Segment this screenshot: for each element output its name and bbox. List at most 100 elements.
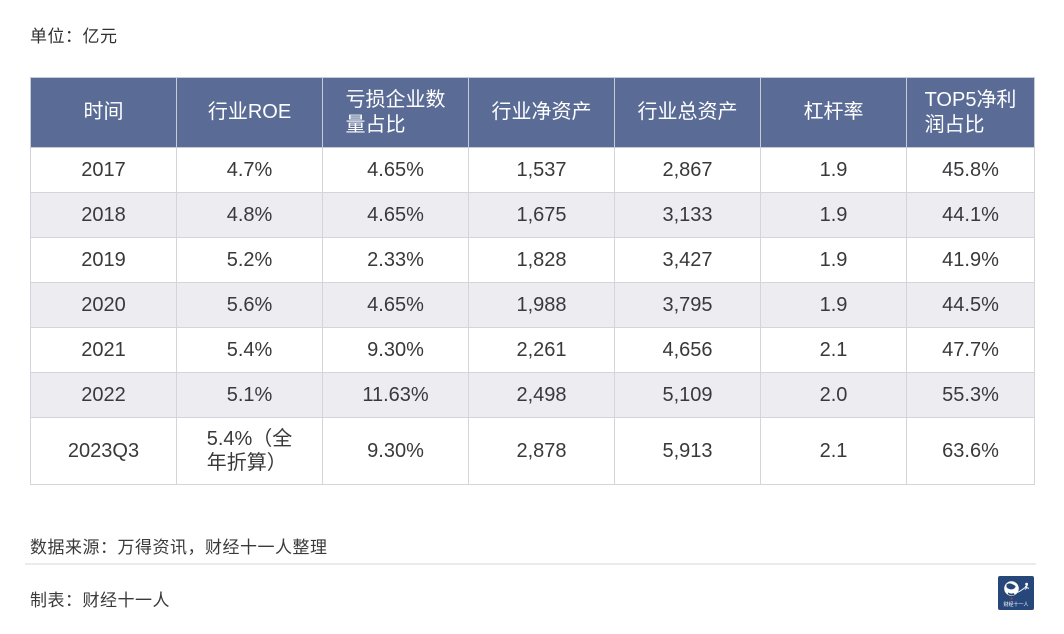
cell-net-assets: 1,828 (468, 237, 615, 283)
cell-net-assets: 2,498 (468, 372, 615, 418)
cell-text: 2018 (81, 203, 126, 226)
col-header-top5-profit-share: TOP5净利 润占比 (906, 77, 1035, 148)
cell-text: 4.7% (226, 158, 273, 181)
col-header-industry-roe: 行业ROE (176, 77, 323, 148)
cell-roe: 4.8% (176, 192, 323, 238)
logo-text: 财经十一人 (1003, 601, 1028, 608)
cell-year: 2019 (30, 237, 177, 283)
cell-top5-share: 44.1% (906, 192, 1035, 238)
cell-text: 2.0 (819, 383, 848, 406)
credit-note: 制表：财经十一人 (30, 591, 170, 610)
cell-text: 3,795 (662, 293, 713, 316)
col-header-net-assets: 行业净资产 (468, 77, 615, 148)
cell-text: 2.1 (819, 338, 848, 361)
cell-loss-ratio: 4.65% (322, 192, 469, 238)
cell-text: 2,867 (662, 158, 713, 181)
cell-roe: 4.7% (176, 147, 323, 193)
cell-top5-share: 41.9% (906, 237, 1035, 283)
cell-top5-share: 63.6% (906, 417, 1035, 485)
col-header-time: 时间 (30, 77, 177, 148)
cell-total-assets: 3,427 (614, 237, 761, 283)
cell-roe: 5.4% (176, 327, 323, 373)
cell-roe: 5.1% (176, 372, 323, 418)
cell-text: 44.1% (942, 203, 999, 226)
cell-total-assets: 2,867 (614, 147, 761, 193)
cell-total-assets: 3,133 (614, 192, 761, 238)
cell-text: 11.63% (362, 383, 429, 406)
cell-total-assets: 5,109 (614, 372, 761, 418)
cell-text: 4,656 (662, 338, 713, 361)
cell-year: 2020 (30, 282, 177, 328)
cell-loss-ratio: 2.33% (322, 237, 469, 283)
publisher-logo: 财经十一人 (998, 576, 1034, 610)
cell-top5-share: 45.8% (906, 147, 1035, 193)
table-row-2017: 2017 4.7% 4.65% 1,537 2,867 1.9 45.8% (30, 147, 1035, 193)
header-row: 时间 行业ROE 亏损企业数 量占比 行业净资产 行业总资产 杠杆率 TOP5净… (30, 77, 1035, 148)
cell-text: 5.6% (226, 293, 273, 316)
cell-roe: 5.6% (176, 282, 323, 328)
cell-text: 44.5% (942, 293, 999, 316)
cell-text: 2.1 (819, 439, 848, 462)
cell-leverage: 1.9 (760, 237, 907, 283)
cell-text: 4.65% (367, 203, 424, 226)
cell-text: 2021 (81, 338, 126, 361)
cell-total-assets: 4,656 (614, 327, 761, 373)
unit-label: 单位：亿元 (30, 27, 118, 46)
cell-text: 41.9% (942, 248, 999, 271)
cell-net-assets: 1,675 (468, 192, 615, 238)
header-text: TOP5净利 润占比 (924, 89, 1017, 136)
cell-text: 63.6% (942, 439, 999, 462)
header-text: 杠杆率 (803, 101, 864, 124)
cell-text: 47.7% (942, 338, 999, 361)
cell-text: 4.65% (367, 293, 424, 316)
cell-total-assets: 5,913 (614, 417, 761, 485)
cell-text: 5,109 (662, 383, 713, 406)
cell-text: 9.30% (367, 439, 424, 462)
footer-divider (25, 563, 1036, 565)
cell-text: 1.9 (819, 203, 848, 226)
header-text: 时间 (83, 101, 124, 124)
cell-text: 3,133 (662, 203, 713, 226)
col-header-loss-company-ratio: 亏损企业数 量占比 (322, 77, 469, 148)
globe-runner-logo-icon: 财经十一人 (998, 576, 1034, 610)
industry-data-table: 时间 行业ROE 亏损企业数 量占比 行业净资产 行业总资产 杠杆率 TOP5净… (30, 77, 1035, 485)
cell-text: 1,988 (516, 293, 567, 316)
data-source-note: 数据来源：万得资讯，财经十一人整理 (30, 538, 328, 557)
cell-loss-ratio: 9.30% (322, 417, 469, 485)
cell-year: 2021 (30, 327, 177, 373)
cell-text: 2,498 (516, 383, 567, 406)
cell-total-assets: 3,795 (614, 282, 761, 328)
cell-year: 2017 (30, 147, 177, 193)
cell-text: 1.9 (819, 158, 848, 181)
header-text: 行业净资产 (491, 101, 592, 124)
cell-text: 1,828 (516, 248, 567, 271)
cell-leverage: 1.9 (760, 147, 907, 193)
header-text: 行业总资产 (637, 101, 738, 124)
col-header-total-assets: 行业总资产 (614, 77, 761, 148)
cell-text: 3,427 (662, 248, 713, 271)
cell-text: 2022 (81, 383, 126, 406)
cell-text: 1,675 (516, 203, 567, 226)
table-row-2023q3: 2023Q3 5.4%（全 年折算） 9.30% 2,878 5,913 2.1… (30, 417, 1035, 485)
cell-text: 55.3% (942, 383, 999, 406)
table-header: 时间 行业ROE 亏损企业数 量占比 行业净资产 行业总资产 杠杆率 TOP5净… (30, 77, 1035, 148)
cell-text: 2.33% (367, 248, 424, 271)
cell-text: 2020 (81, 293, 126, 316)
cell-net-assets: 2,878 (468, 417, 615, 485)
cell-text: 45.8% (942, 158, 999, 181)
table-row-2018: 2018 4.8% 4.65% 1,675 3,133 1.9 44.1% (30, 192, 1035, 238)
cell-text: 2023Q3 (67, 439, 140, 462)
table-body: 2017 4.7% 4.65% 1,537 2,867 1.9 45.8% 20… (30, 147, 1035, 485)
table-row-2022: 2022 5.1% 11.63% 2,498 5,109 2.0 55.3% (30, 372, 1035, 418)
table-row-2021: 2021 5.4% 9.30% 2,261 4,656 2.1 47.7% (30, 327, 1035, 373)
cell-text: 5.2% (226, 248, 273, 271)
cell-top5-share: 55.3% (906, 372, 1035, 418)
cell-loss-ratio: 4.65% (322, 282, 469, 328)
table-row-2020: 2020 5.6% 4.65% 1,988 3,795 1.9 44.5% (30, 282, 1035, 328)
table-row-2019: 2019 5.2% 2.33% 1,828 3,427 1.9 41.9% (30, 237, 1035, 283)
cell-net-assets: 1,988 (468, 282, 615, 328)
cell-text: 4.8% (226, 203, 273, 226)
industry-data-table-container: 时间 行业ROE 亏损企业数 量占比 行业净资产 行业总资产 杠杆率 TOP5净… (30, 77, 1035, 485)
col-header-leverage-ratio: 杠杆率 (760, 77, 907, 148)
cell-top5-share: 44.5% (906, 282, 1035, 328)
